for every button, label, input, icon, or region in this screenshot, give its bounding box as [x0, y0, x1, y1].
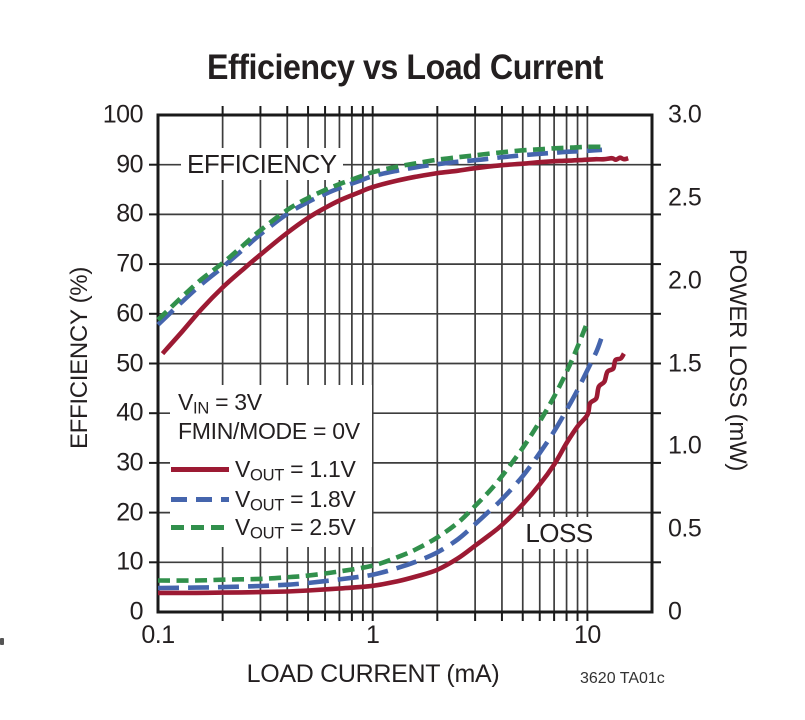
- y-right-tick-label: 1.5: [668, 349, 702, 377]
- x-tick-label: 1: [365, 621, 380, 649]
- series-efficiency-1.1: [160, 155, 629, 356]
- y-right-axis-title: POWER LOSS (mW): [724, 248, 751, 472]
- legend-entry-vout-2-5: VOUT = 2.5V: [170, 514, 372, 543]
- y-right-tick-label: 2.5: [668, 183, 702, 212]
- efficiency-curve-label: EFFICIENCY: [181, 148, 343, 180]
- y-left-tick-label: 70: [116, 249, 143, 278]
- y-right-tick-label: 0.5: [668, 514, 702, 543]
- y-left-tick-label: 0: [129, 597, 144, 626]
- chart-title: Efficiency vs Load Current: [206, 48, 604, 87]
- y-left-tick-label: 10: [116, 547, 143, 576]
- y-left-tick-label: 90: [116, 150, 143, 179]
- y-left-tick-label: 40: [116, 398, 143, 427]
- series-power_loss-2.5: [157, 321, 590, 583]
- series-power_loss-1.8: [157, 337, 604, 591]
- page-edge-artifact: [0, 638, 4, 645]
- y-right-tick-label: 0: [668, 597, 682, 626]
- y-left-tick-label: 20: [116, 498, 143, 527]
- legend-line-swatch-solid: [171, 467, 229, 472]
- legend-entry-vout-1-1: VOUT = 1.1V: [170, 456, 372, 485]
- loss-curve-label: LOSS: [517, 517, 601, 549]
- y-right-tick-label: 2.0: [668, 266, 702, 295]
- y-right-tick-label: 1.0: [668, 431, 702, 460]
- x-axis-title: LOAD CURRENT (mA): [246, 660, 500, 688]
- y-right-tick-label: 3.0: [668, 100, 702, 129]
- x-tick-label: 10: [573, 621, 601, 649]
- y-left-tick-label: 30: [116, 448, 143, 477]
- legend-entry-label: VOUT = 1.8V: [235, 486, 356, 515]
- series-efficiency-1.8: [156, 147, 603, 327]
- y-left-tick-label: 50: [116, 349, 143, 377]
- y-left-tick-label: 80: [116, 199, 143, 228]
- legend-line-swatch-long-dash: [171, 497, 229, 502]
- plot-border: [156, 113, 654, 614]
- legend-line-swatch-short-dash: [171, 525, 229, 530]
- legend: VIN = 3V FMIN/MODE = 0V VOUT = 1.1V VOUT…: [170, 385, 372, 547]
- legend-entry-vout-1-8: VOUT = 1.8V: [170, 486, 372, 515]
- y-left-tick-label: 100: [102, 100, 144, 129]
- series-power_loss-1.1: [157, 352, 626, 596]
- y-left-axis-title: EFFICIENCY (%): [66, 266, 93, 450]
- x-tick-label: 0.1: [141, 621, 175, 649]
- figure-reference-code: 3620 TA01c: [580, 670, 665, 687]
- series-efficiency-2.5: [156, 144, 601, 322]
- legend-condition-vin: VIN = 3V: [178, 389, 262, 418]
- legend-entry-label: VOUT = 2.5V: [235, 514, 356, 543]
- legend-condition-fmin-mode: FMIN/MODE = 0V: [178, 418, 360, 444]
- y-left-tick-label: 60: [116, 299, 143, 328]
- legend-entry-label: VOUT = 1.1V: [235, 456, 356, 485]
